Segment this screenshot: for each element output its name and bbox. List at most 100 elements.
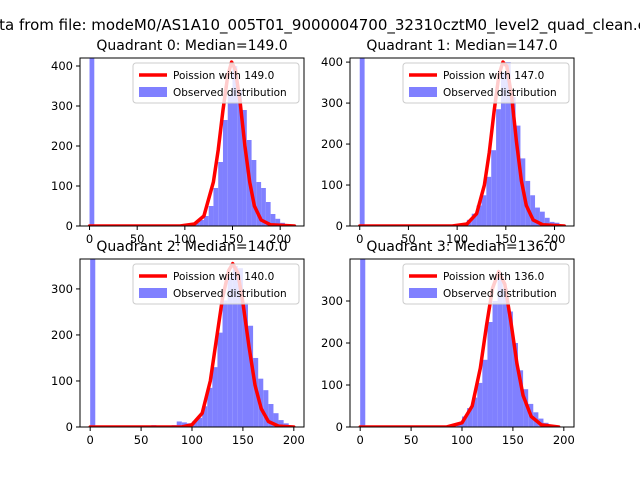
plot-area (357, 58, 567, 226)
y-tick-label: 0 (66, 420, 73, 434)
legend: Poission with 147.0 Observed distribution (402, 62, 570, 104)
histogram-bar (486, 176, 492, 226)
x-tick-label: 150 (495, 232, 517, 246)
histogram-bar (270, 214, 276, 226)
histogram-bar (203, 216, 209, 226)
histogram-bar (530, 195, 536, 226)
x-tick-label: 200 (283, 433, 305, 447)
y-tick-label: 200 (51, 328, 73, 342)
histogram-bar (507, 311, 513, 427)
y-tick-label: 100 (321, 378, 343, 392)
x-tick-label: 50 (130, 232, 145, 246)
histogram-bar (491, 150, 497, 226)
y-tick-label: 300 (321, 294, 343, 308)
histogram-bar-zero-spike (360, 259, 366, 427)
histogram-bar (544, 217, 550, 226)
histogram-bar (535, 207, 540, 226)
histogram-bar (482, 359, 488, 427)
histogram-bar (525, 180, 531, 226)
legend-poisson-label: Poission with 147.0 (443, 70, 544, 82)
y-tick-label: 100 (321, 178, 343, 192)
x-tick-label: 150 (232, 433, 254, 447)
histogram-bar (251, 160, 257, 226)
x-tick-label: 50 (401, 232, 416, 246)
x-tick-label: 200 (269, 232, 291, 246)
x-tick-label: 0 (86, 232, 93, 246)
x-tick-label: 100 (451, 433, 473, 447)
histogram-bar (237, 90, 243, 226)
x-tick-label: 100 (446, 232, 468, 246)
histogram-bar (202, 406, 208, 427)
histogram-bar (232, 66, 238, 226)
histogram-bar (217, 332, 223, 427)
histogram-bar (237, 268, 243, 427)
legend-observed-label: Observed distribution (173, 288, 287, 300)
histogram-bar (222, 300, 228, 427)
legend-hist-swatch (139, 87, 167, 97)
y-tick-label: 300 (51, 99, 73, 113)
histogram-bar (472, 397, 478, 427)
axes-frame (79, 57, 305, 227)
histogram-bar (518, 370, 524, 427)
histogram-bar (222, 120, 228, 226)
histogram-bar (213, 188, 219, 226)
x-tick-label: 0 (357, 433, 364, 447)
poisson-curve (357, 60, 567, 226)
histogram-bar (261, 188, 266, 226)
legend-hist-swatch (409, 87, 437, 97)
histogram-bar (505, 62, 511, 226)
x-tick-label: 150 (502, 433, 524, 447)
histogram-bar (242, 110, 247, 226)
histogram-bar (212, 367, 218, 427)
histogram-bar (265, 202, 271, 226)
histogram-bar (477, 382, 483, 427)
histogram-bar (208, 206, 214, 226)
legend-box (402, 62, 570, 104)
x-tick-label: 50 (404, 433, 419, 447)
histogram-bar (194, 222, 200, 226)
subplot-title: Quadrant 3: Median=136.0 (366, 239, 557, 255)
histogram-bar (218, 162, 223, 226)
histogram-bar (492, 301, 498, 427)
histogram-bar (227, 277, 233, 427)
x-tick-label: 0 (356, 232, 363, 246)
histogram-bar (471, 213, 477, 226)
x-tick-label: 100 (181, 433, 203, 447)
histogram-bar (232, 265, 238, 427)
legend-poisson-label: Poission with 140.0 (173, 271, 274, 283)
histogram-bar (278, 420, 284, 427)
subplot-title: Quadrant 1: Median=147.0 (366, 38, 557, 54)
histogram-bar (197, 417, 203, 427)
x-tick-label: 0 (87, 433, 94, 447)
legend: Poission with 140.0 Observed distribution (132, 263, 300, 305)
figure-suptitle: Data from file: modeM0/AS1A10_005T01_900… (0, 16, 640, 35)
y-tick-label: 300 (321, 96, 343, 110)
histogram-bar (268, 403, 274, 427)
histogram-bar (256, 182, 262, 226)
y-tick-label: 100 (51, 374, 73, 388)
y-tick-label: 200 (321, 137, 343, 151)
histogram-bar (242, 302, 248, 427)
legend-box (132, 263, 300, 305)
histogram-bar (512, 343, 518, 427)
histogram-bar (497, 277, 503, 427)
subplot-quadrant-1: 0 50 100 150 200 0 100 200 300 400 Quadrant 1: Med… (321, 38, 575, 246)
histogram-bar (207, 387, 213, 427)
y-tick-label: 0 (336, 219, 343, 233)
legend-poisson-label: Poission with 149.0 (173, 70, 274, 82)
histogram-bar (510, 96, 516, 226)
legend-poisson-label: Poission with 136.0 (443, 271, 544, 283)
legend-hist-swatch (409, 288, 437, 298)
histogram-bar (496, 109, 501, 226)
subplot-title: Quadrant 2: Median=140.0 (96, 239, 287, 255)
histogram-bar (487, 322, 493, 427)
y-tick-label: 300 (51, 282, 73, 296)
histogram-bar (523, 389, 529, 427)
histogram-bar (539, 211, 545, 226)
histogram-bar (500, 72, 506, 226)
histogram-bar (263, 390, 269, 427)
legend: Poission with 149.0 Observed distribution (132, 62, 300, 104)
histogram-bar (502, 288, 508, 427)
x-tick-label: 100 (174, 232, 196, 246)
y-tick-label: 400 (51, 59, 73, 73)
